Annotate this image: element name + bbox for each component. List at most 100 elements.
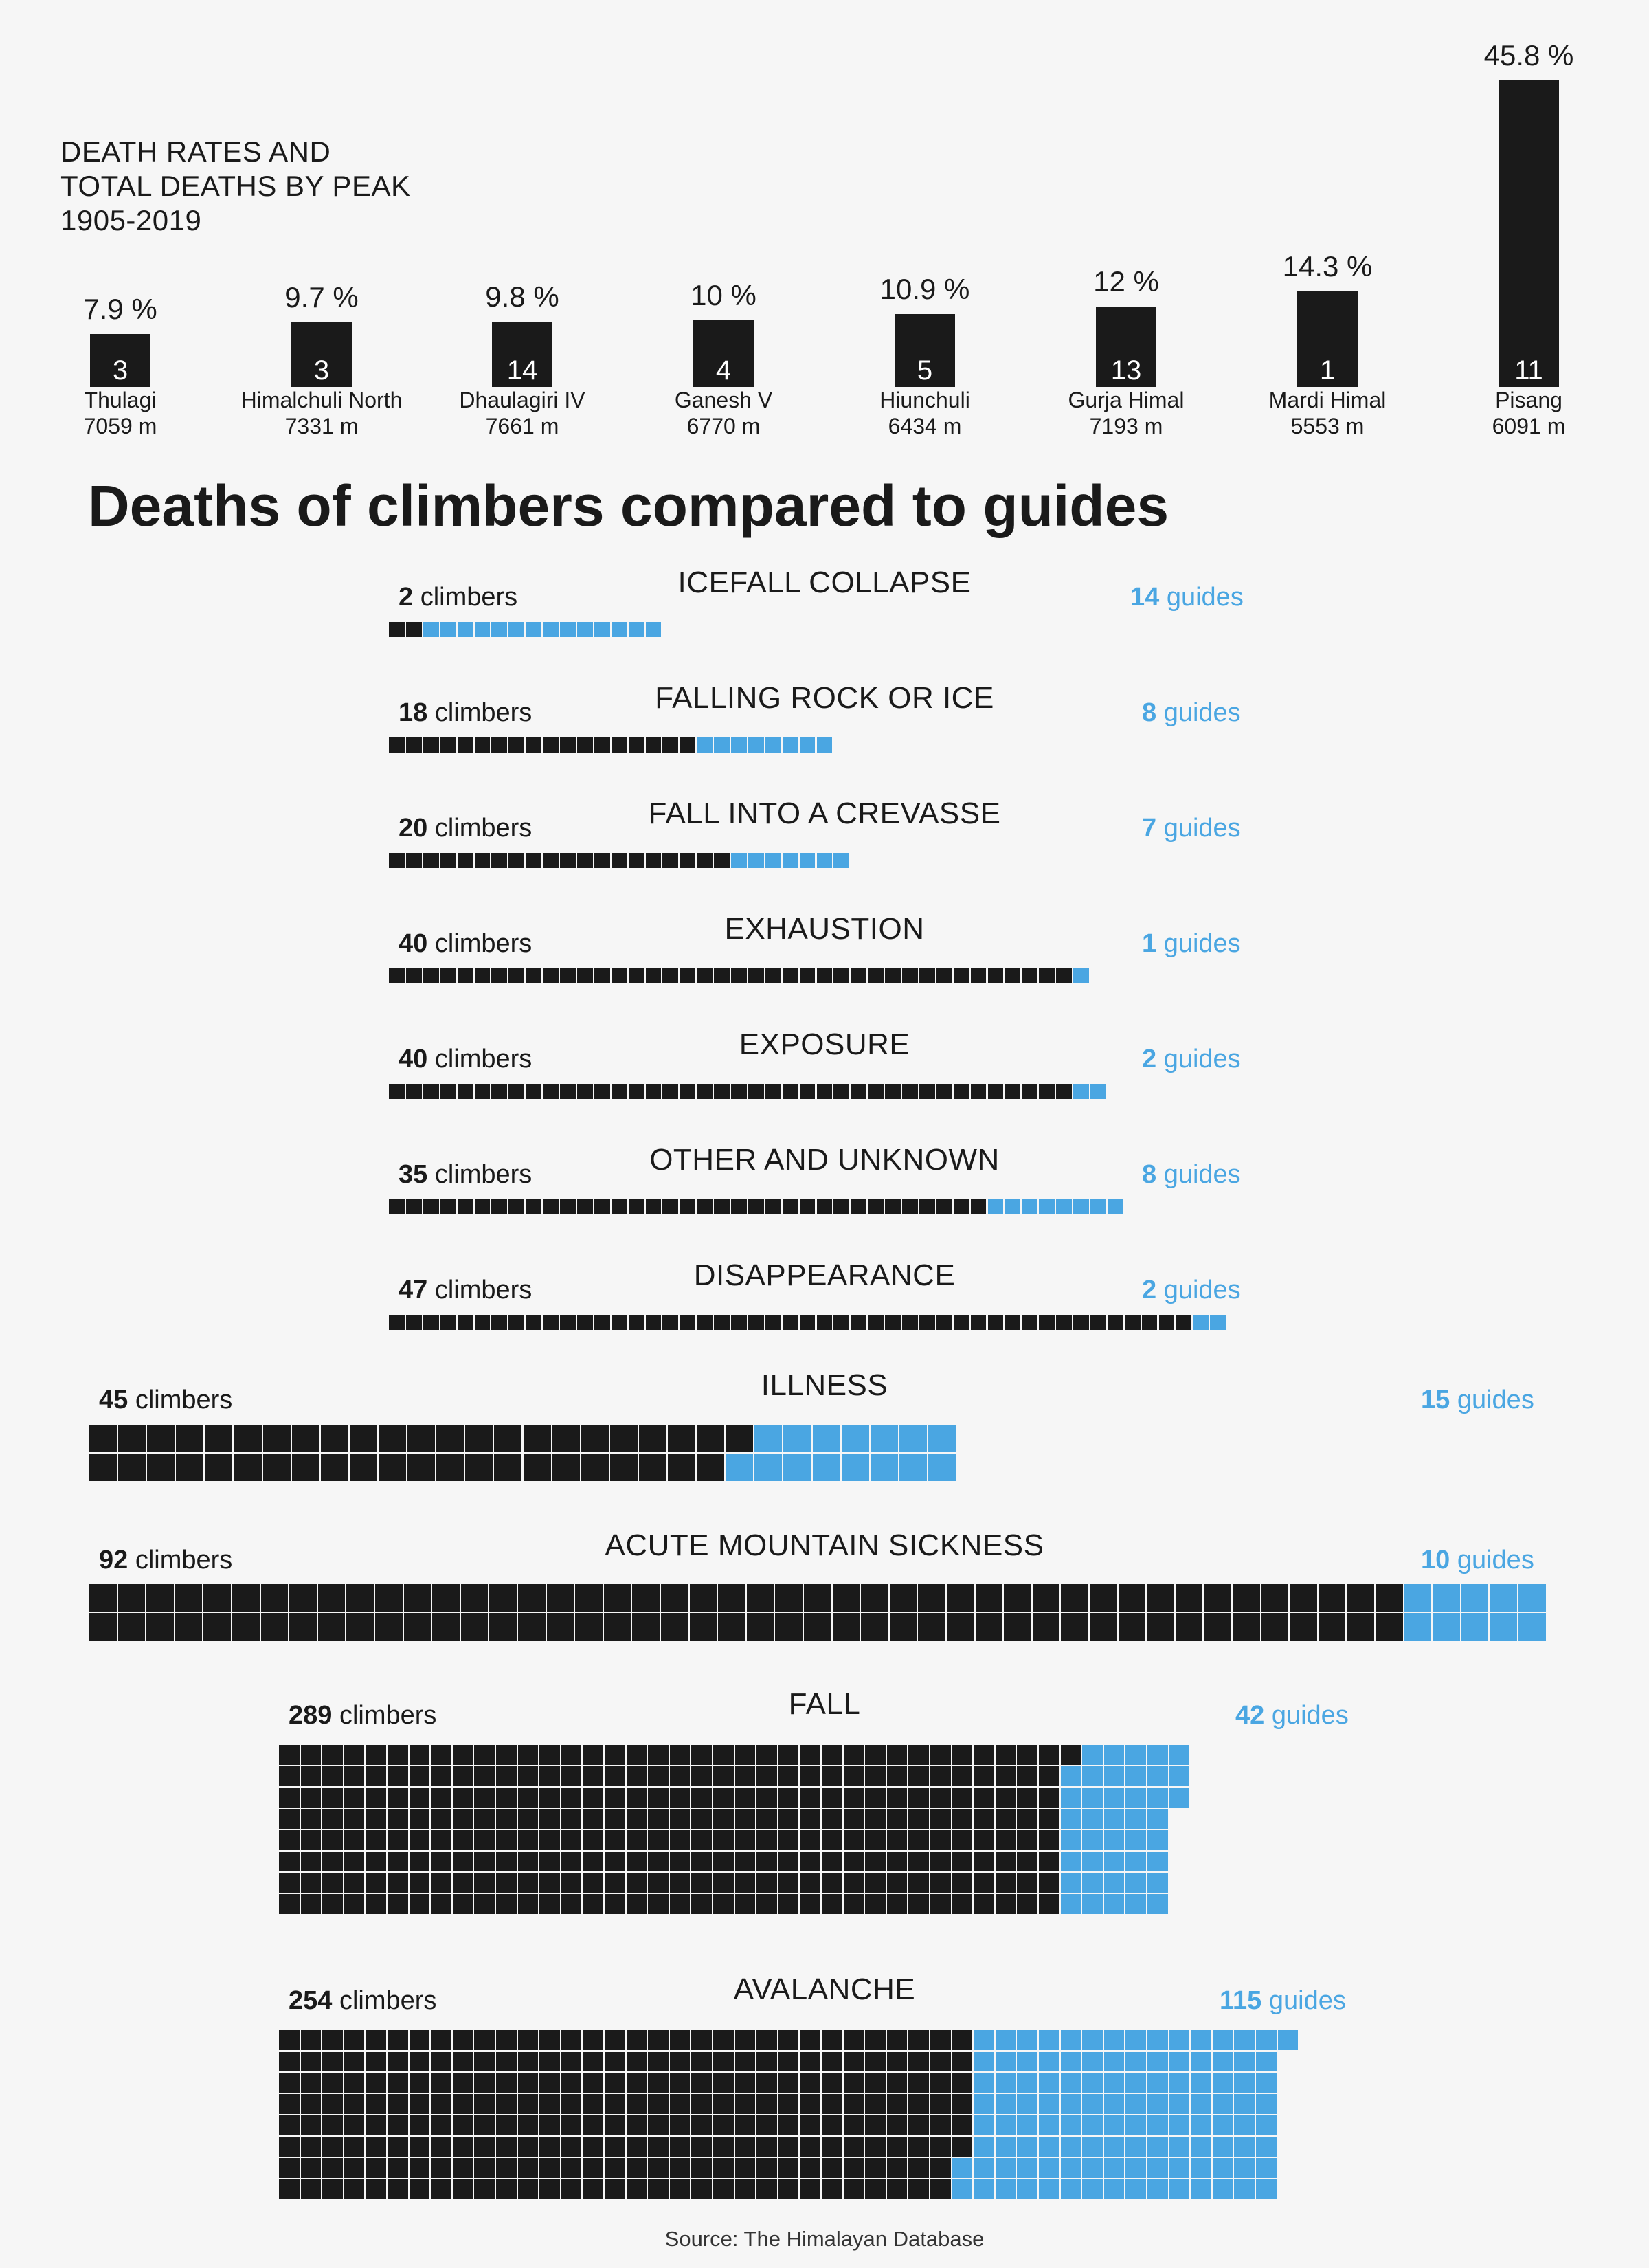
waffle-cell [1147,1745,1168,1765]
waffle-cell [366,2179,386,2199]
waffle-cell [974,2115,994,2135]
waffle-cell [1039,1873,1059,1893]
waffle-cell [726,1425,754,1452]
waffle-cell [628,737,644,753]
waffle-cell [645,1315,662,1330]
waffle-cell [669,1745,691,1765]
waffle-cell [409,2179,430,2199]
waffle-cell [1141,1315,1158,1330]
waffle-cell [822,2094,842,2114]
waffle-cell [952,1873,973,1893]
waffle-cell [995,2137,1016,2157]
waffle-cell [474,2052,495,2071]
waffle-cell [626,2073,647,2093]
waffle-cell [648,1788,669,1808]
waffle-cell [930,2030,951,2050]
waffle-cell [603,1584,631,1612]
waffle-cell [1147,1873,1168,1893]
waffle-cell [843,1788,864,1808]
waffle-cell [1017,1809,1037,1829]
waffle-cell [974,1745,994,1765]
waffle-cell [697,968,713,983]
waffle-cell [748,1315,764,1330]
waffle-cell [886,2030,908,2050]
waffle-cell [975,1613,1003,1641]
waffle-cell [800,1809,820,1829]
waffle-cell [734,1766,756,1786]
waffle-cell [697,1315,713,1330]
waffle-cell [366,2073,386,2093]
waffle-cell [1017,2073,1037,2093]
waffle-cell [843,2052,864,2071]
waffle-cell [409,2094,430,2114]
waffle-cell [1204,1613,1231,1641]
waffle-cell [317,1584,346,1612]
waffle-cell [756,2179,777,2199]
waffle-cell [517,2115,539,2135]
waffle-cell [822,1809,842,1829]
waffle-cell [778,2115,799,2135]
waffle-cell [452,1873,473,1893]
waffle-cell [594,1084,610,1099]
waffle-cell [865,1809,886,1829]
waffle-cell [576,1084,593,1099]
waffle-cell [952,1852,973,1871]
waffle-cell [1147,1830,1168,1850]
waffle-cell [865,2115,886,2135]
waffle-cell [1082,2137,1103,2157]
waffle-cell [778,1852,799,1871]
waffle-cell [800,1852,820,1871]
peak-bar [1096,307,1156,387]
waffle-cell [908,2094,929,2114]
waffle-cell [974,1873,994,1893]
waffle-cell [1125,1766,1146,1786]
waffle-cell [407,1454,436,1481]
waffle-cell [611,622,627,637]
waffle-cell [605,2115,625,2135]
waffle-cell [583,1852,603,1871]
waffle-cell [474,1766,495,1786]
waffle-cell [1125,2115,1146,2135]
waffle-cell [423,853,439,868]
waffle-cell [713,2158,734,2178]
peak-death-rate-label: 9.8 % [485,280,559,313]
waffle-cell [1318,1613,1346,1641]
waffle-cell [680,1315,696,1330]
waffle-cell [389,622,405,637]
peak-bar [1297,291,1358,387]
waffle-cell [1118,1584,1146,1612]
climbers-count: 40 [399,929,428,958]
waffle-cell [865,2094,886,2114]
waffle-cell [561,2094,582,2114]
waffle-cell [1234,2052,1255,2071]
waffle-cell [118,1425,146,1452]
waffle-cell [575,1613,603,1641]
waffle-cell [474,1788,495,1808]
waffle-cell [1090,1315,1106,1330]
waffle-cell [841,1454,869,1481]
waffle-cell [543,1084,559,1099]
waffle-cell [885,968,901,983]
waffle-cell [648,2073,669,2093]
waffle-cell [734,2115,756,2135]
waffle-cell [626,1788,647,1808]
waffle-cell [561,2137,582,2157]
waffle-cell [1039,1199,1055,1214]
waffle-cell [344,2094,365,2114]
waffle-cell [680,737,696,753]
waffle-cell [756,1873,777,1893]
waffle-cell [517,1766,539,1786]
waffle-cell [1169,2073,1190,2093]
waffle-cell [1256,2179,1277,2199]
waffle-cell [1147,1766,1168,1786]
waffle-cell [952,1830,973,1850]
waffle-cell [1147,1788,1168,1808]
waffle-cell [1039,1852,1059,1871]
waffle-cell [691,1745,712,1765]
waffle-cell [322,2137,343,2157]
waffle-cell [697,737,713,753]
waffle-cell [575,1584,603,1612]
waffle-cell [952,1745,973,1765]
waffle-cell [89,1425,117,1452]
waffle-cell [409,2052,430,2071]
